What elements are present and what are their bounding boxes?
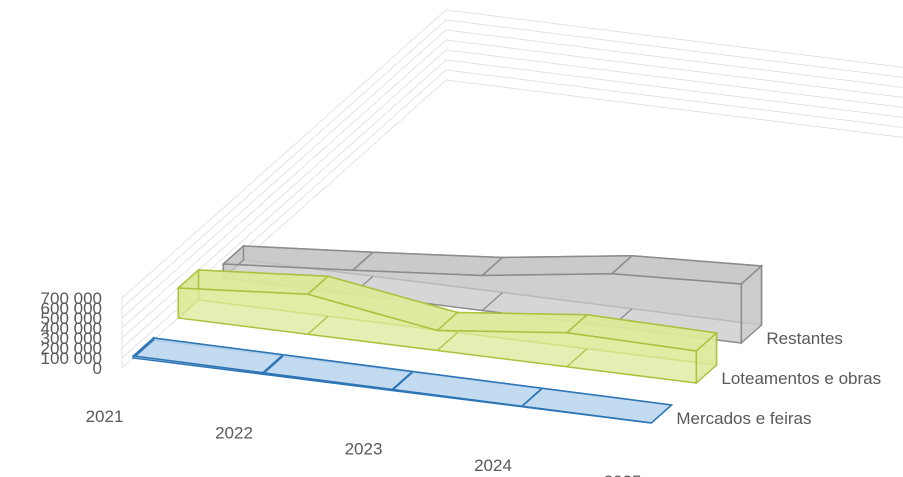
gridline-700000 bbox=[121, 9, 903, 299]
separator-2-2 bbox=[481, 292, 503, 311]
area-rightcap-0 bbox=[650, 404, 672, 424]
series-layer bbox=[131, 244, 764, 424]
y-tick-label: 500 000 bbox=[41, 309, 102, 328]
separator-0-2 bbox=[391, 372, 413, 391]
y-tick-label: 200 000 bbox=[41, 339, 102, 358]
area-top-0-3 bbox=[520, 387, 674, 424]
y-tick-label: 100 000 bbox=[41, 349, 102, 368]
gridline-400000 bbox=[121, 39, 903, 329]
separator-0-1 bbox=[262, 355, 284, 375]
series-label: Restantes bbox=[766, 329, 843, 348]
area-top-0-2 bbox=[390, 370, 544, 408]
separator-1-2 bbox=[436, 332, 458, 351]
series-1 bbox=[176, 268, 719, 385]
gridline-500000 bbox=[121, 29, 903, 319]
x-tick-label: 2022 bbox=[215, 423, 253, 442]
area-top-1-2 bbox=[435, 311, 589, 334]
series-label: Mercados e feiras bbox=[676, 409, 811, 428]
x-tick-label: 2023 bbox=[345, 440, 383, 459]
area-front-1 bbox=[177, 287, 698, 384]
area-top-2-2 bbox=[480, 255, 634, 277]
y-tick-label: 700 000 bbox=[41, 289, 102, 308]
series-0 bbox=[131, 336, 674, 424]
x-tick-label: 2024 bbox=[474, 456, 512, 475]
separator-1-1 bbox=[307, 315, 329, 335]
separator-0-3 bbox=[521, 388, 543, 408]
series-label: Loteamentos e obras bbox=[721, 369, 881, 388]
x-axis-ticks: 2021 2022 2023 2024 2025 bbox=[86, 407, 642, 477]
depth-axis-series-labels: Mercados e feiras Loteamentos e obras Rest… bbox=[676, 329, 881, 428]
y-tick-label: 400 000 bbox=[41, 319, 102, 338]
x-tick-label: 2025 bbox=[604, 472, 642, 477]
x-tick-label: 2021 bbox=[86, 407, 124, 426]
gridline-300000 bbox=[121, 49, 903, 339]
separator-1-3 bbox=[566, 348, 588, 368]
gridline-600000 bbox=[121, 19, 903, 309]
y-tick-label: 300 000 bbox=[41, 329, 102, 348]
y-tick-label: 600 000 bbox=[41, 299, 102, 318]
y-tick-label: 0 bbox=[93, 359, 102, 378]
gridline-200000 bbox=[121, 59, 903, 349]
